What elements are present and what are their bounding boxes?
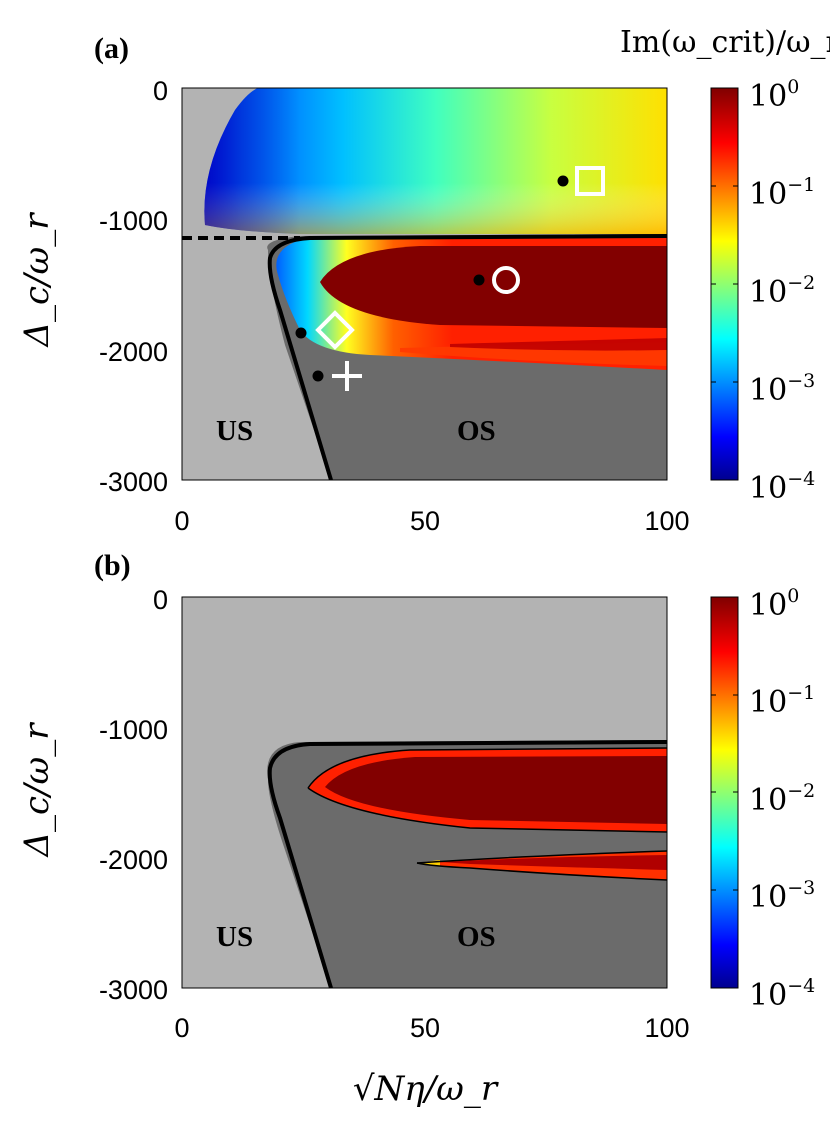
svg-text:100: 100 xyxy=(749,76,799,114)
x-tick-a: 50 xyxy=(410,506,440,536)
svg-text:10−4: 10−4 xyxy=(749,468,815,506)
os-label-a: OS xyxy=(457,415,496,447)
y-tick-b: 0 xyxy=(153,585,168,615)
svg-text:10−4: 10−4 xyxy=(749,975,815,1013)
os-label-b: OS xyxy=(457,921,496,953)
colorbar-labels-a: 100 10−1 10−2 10−3 10−4 xyxy=(749,76,815,506)
axes-frame-a xyxy=(181,87,668,481)
dot-marker xyxy=(473,274,485,286)
y-axis-label-a: Δ_c/ω_r xyxy=(17,212,57,349)
panel-a: (a) US OS xyxy=(17,25,830,536)
x-tick-b: 50 xyxy=(410,1013,440,1043)
x-tick-b: 0 xyxy=(174,1013,189,1043)
x-tick-b: 100 xyxy=(644,1013,689,1043)
svg-text:10−2: 10−2 xyxy=(749,780,815,818)
dot-marker xyxy=(295,327,307,339)
svg-text:10−1: 10−1 xyxy=(749,682,815,720)
dot-marker xyxy=(557,175,569,187)
panel-b-label: (b) xyxy=(94,549,131,582)
x-tick-a: 0 xyxy=(174,506,189,536)
y-axis-label-b: Δ_c/ω_r xyxy=(17,722,57,859)
svg-text:10−2: 10−2 xyxy=(749,272,815,310)
boundary-curve-b xyxy=(267,740,667,988)
y-tick-b: -1000 xyxy=(99,715,168,745)
axes-frame-b xyxy=(181,596,668,989)
cb-exp: 0 xyxy=(787,76,799,98)
colorbar-ticks-b xyxy=(711,694,738,891)
colorbar-labels-b: 100 10−1 10−2 10−3 10−4 xyxy=(749,585,815,1013)
y-tick-b: -3000 xyxy=(99,975,168,1005)
colorbar-ticks-a xyxy=(711,185,738,383)
y-tick-a: -3000 xyxy=(99,467,168,497)
us-label-b: US xyxy=(216,921,253,953)
y-tick-b: -2000 xyxy=(99,845,168,875)
x-axis-label: √Nη/ω_r xyxy=(353,1069,499,1109)
dark-red-core-a xyxy=(320,246,667,328)
y-tick-a: 0 xyxy=(153,76,168,106)
panel-a-label: (a) xyxy=(94,32,129,65)
x-tick-a: 100 xyxy=(644,506,689,536)
cb-base: 10 xyxy=(749,79,787,114)
svg-text:10−3: 10−3 xyxy=(749,877,815,915)
us-label-a: US xyxy=(216,415,253,447)
colorbar-title: Im(ω_crit)/ω_r xyxy=(620,25,830,60)
svg-text:10−1: 10−1 xyxy=(749,174,815,212)
markers-a xyxy=(295,166,605,391)
diamond-marker xyxy=(315,310,355,350)
y-tick-a: -1000 xyxy=(99,206,168,236)
plus-marker xyxy=(332,361,362,391)
svg-text:100: 100 xyxy=(749,585,799,623)
y-tick-a: -2000 xyxy=(99,337,168,367)
svg-text:10−3: 10−3 xyxy=(749,370,815,408)
square-marker xyxy=(575,166,605,196)
circle-marker xyxy=(492,266,520,294)
dot-marker xyxy=(312,370,324,382)
panel-b: (b) US OS 0 -1000 -2000 -3000 0 50 100 Δ xyxy=(17,549,815,1109)
